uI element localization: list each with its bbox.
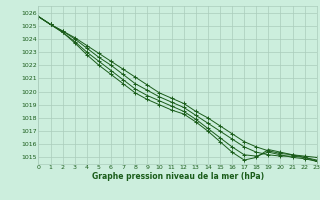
X-axis label: Graphe pression niveau de la mer (hPa): Graphe pression niveau de la mer (hPa) xyxy=(92,172,264,181)
